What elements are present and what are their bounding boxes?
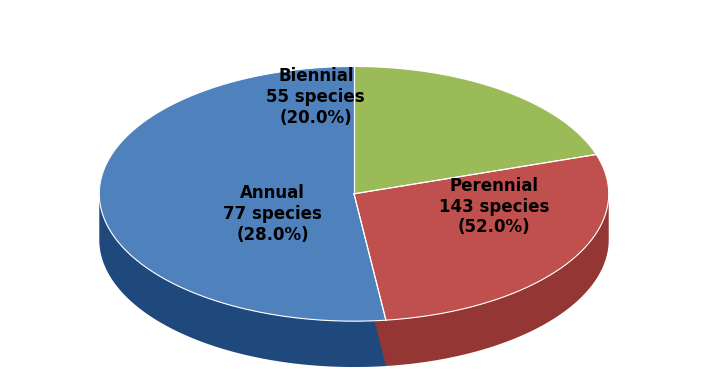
Text: Perennial
143 species
(52.0%): Perennial 143 species (52.0%): [439, 177, 549, 236]
Text: Biennial
55 species
(20.0%): Biennial 55 species (20.0%): [266, 67, 365, 127]
Polygon shape: [354, 154, 609, 320]
Polygon shape: [354, 194, 386, 366]
Polygon shape: [99, 195, 386, 367]
Polygon shape: [386, 194, 609, 366]
Polygon shape: [354, 66, 596, 194]
Polygon shape: [99, 66, 386, 321]
Text: Annual
77 species
(28.0%): Annual 77 species (28.0%): [223, 184, 322, 244]
Polygon shape: [354, 194, 386, 366]
